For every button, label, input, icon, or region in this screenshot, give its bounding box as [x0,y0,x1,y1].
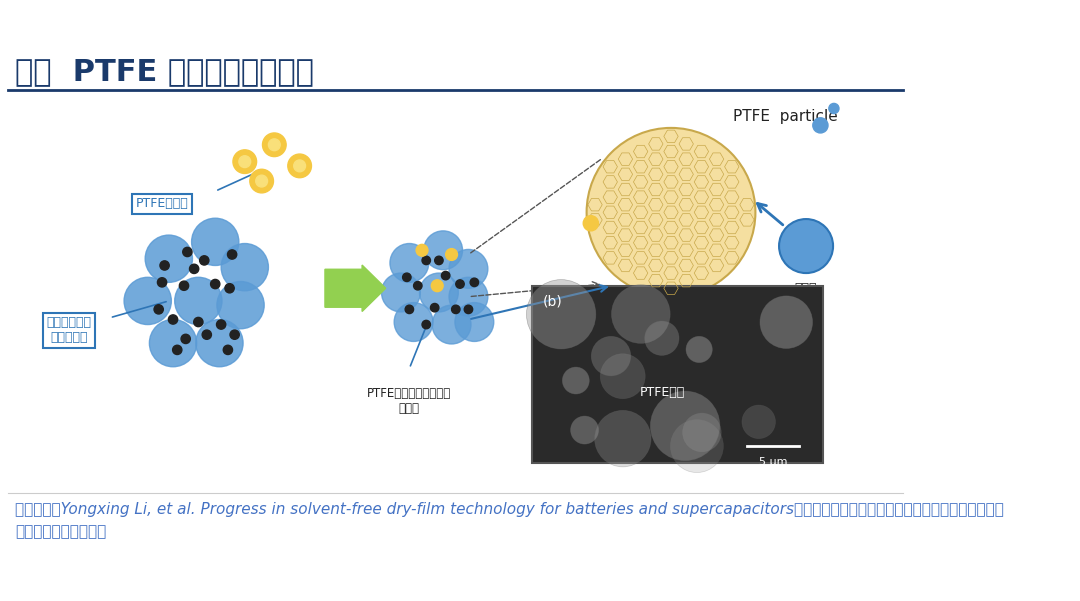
Circle shape [422,320,431,329]
Circle shape [145,235,192,282]
Circle shape [191,218,239,266]
Circle shape [405,305,414,314]
Circle shape [228,250,237,259]
Circle shape [202,330,212,340]
Circle shape [158,278,166,287]
Circle shape [230,330,240,340]
FancyBboxPatch shape [531,285,823,463]
Text: 原纤维: 原纤维 [795,282,818,294]
Circle shape [224,345,232,355]
Circle shape [431,304,438,312]
Circle shape [181,334,190,344]
Circle shape [828,103,839,114]
Circle shape [422,256,431,264]
Circle shape [193,317,203,327]
Circle shape [434,256,443,264]
Circle shape [742,405,775,439]
Circle shape [160,261,170,270]
Circle shape [570,416,598,444]
Circle shape [686,337,713,362]
Circle shape [269,139,280,151]
Circle shape [195,320,243,367]
Circle shape [381,273,420,312]
Circle shape [650,391,720,460]
Circle shape [563,367,590,394]
Circle shape [446,249,458,260]
Circle shape [611,285,671,343]
Circle shape [583,216,598,231]
Circle shape [394,303,433,341]
Circle shape [294,160,306,172]
Circle shape [595,410,651,467]
Circle shape [124,277,172,325]
Circle shape [442,272,450,280]
Text: PTFE粘合剂: PTFE粘合剂 [136,197,188,210]
Text: PTFE原纤化后与原料的
混合物: PTFE原纤化后与原料的 混合物 [367,387,451,415]
Circle shape [416,245,428,256]
Circle shape [449,277,488,316]
Circle shape [256,175,268,187]
Circle shape [470,278,478,287]
Text: PTFE  particle: PTFE particle [732,109,837,124]
Circle shape [431,280,443,291]
Circle shape [432,305,471,344]
Circle shape [591,337,631,376]
Circle shape [225,284,234,293]
Circle shape [154,305,163,314]
Text: 活性物质及导
电剂混合物: 活性物质及导 电剂混合物 [46,317,92,344]
Circle shape [403,273,411,281]
Circle shape [451,305,460,314]
Circle shape [211,279,220,288]
Circle shape [414,281,422,290]
Text: (b): (b) [543,294,563,308]
Circle shape [600,354,645,398]
Circle shape [671,419,724,472]
Circle shape [390,243,429,282]
Text: PTFE纤维: PTFE纤维 [640,386,686,398]
Circle shape [168,315,178,324]
Text: 图表  PTFE 原纤化过程示意图: 图表 PTFE 原纤化过程示意图 [15,57,314,86]
Text: 其性能研究》华创证券: 其性能研究》华创证券 [15,525,107,540]
Circle shape [464,305,473,314]
Circle shape [262,133,286,157]
Circle shape [249,169,273,193]
Circle shape [456,280,464,288]
Circle shape [149,320,197,367]
Circle shape [526,279,596,349]
Circle shape [779,219,833,273]
FancyArrow shape [325,265,386,311]
Circle shape [175,277,222,325]
Circle shape [287,154,311,178]
Circle shape [586,128,755,297]
Circle shape [189,264,199,273]
Circle shape [183,248,192,257]
Circle shape [760,296,812,349]
Circle shape [449,249,488,288]
Circle shape [813,118,828,133]
Circle shape [173,345,181,355]
Circle shape [216,320,226,329]
Text: 资料来源：Yongxing Li, et al. Progress in solvent-free dry-film technology for batter: 资料来源：Yongxing Li, et al. Progress in sol… [15,502,1004,517]
Text: PTFE粘合剂颗粒: PTFE粘合剂颗粒 [582,294,650,308]
Circle shape [239,156,251,168]
Circle shape [217,281,265,329]
Circle shape [645,321,679,355]
Circle shape [200,256,208,265]
Circle shape [423,231,462,270]
Circle shape [455,303,494,341]
Circle shape [419,273,458,312]
Circle shape [233,150,257,174]
Circle shape [683,413,721,452]
Text: 5 μm: 5 μm [759,457,787,467]
Circle shape [179,281,189,290]
Circle shape [221,243,269,291]
